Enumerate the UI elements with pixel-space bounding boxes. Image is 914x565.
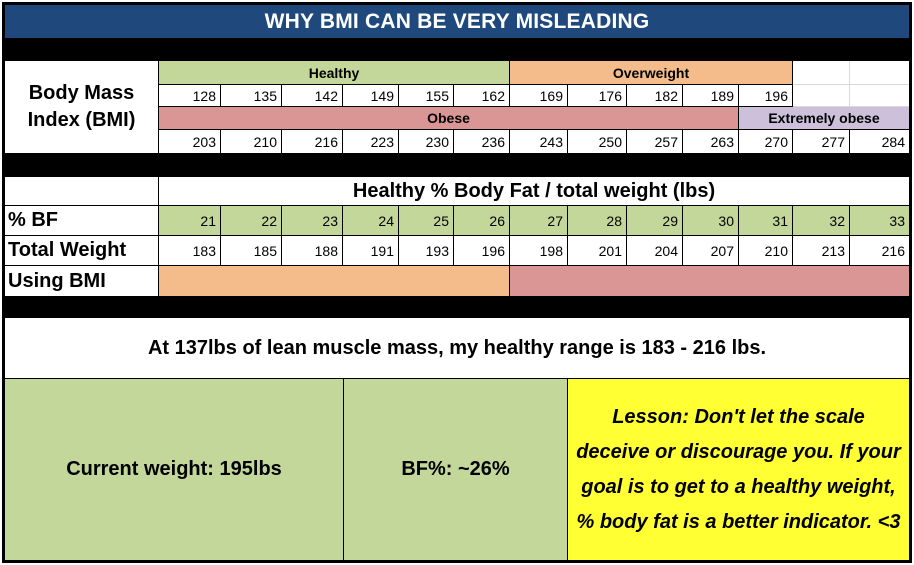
lesson-box: Lesson: Don't let the scale deceive or d… — [568, 379, 909, 560]
bf-section-header: Healthy % Body Fat / total weight (lbs) — [159, 177, 909, 206]
bf-percent-cell: 27 — [510, 206, 568, 236]
using-bmi-obese-bar — [510, 266, 909, 296]
bmi-weight-cell: 196 — [739, 85, 793, 107]
bmi-weight-cell: 277 — [793, 130, 850, 153]
bmi-weight-cell: 189 — [683, 85, 739, 107]
bmi-weight-cell: 135 — [221, 85, 282, 107]
empty-cell — [850, 61, 909, 85]
bmi-weight-cell: 263 — [683, 130, 739, 153]
bmi-label-line1: Body Mass — [28, 82, 135, 104]
bf-percent-box: BF%: ~26% — [344, 379, 568, 560]
current-weight-box: Current weight: 195lbs — [5, 379, 344, 560]
bf-percent-cell: 29 — [627, 206, 683, 236]
empty-cell — [793, 61, 850, 85]
bmi-label-line2: Index (BMI) — [27, 109, 136, 131]
bmi-category-overweight: Overweight — [510, 61, 793, 85]
weight-row-label: Total Weight — [5, 236, 159, 266]
divider-band — [5, 38, 909, 61]
bf-percent-cell: 30 — [683, 206, 739, 236]
summary-row: Current weight: 195lbs BF%: ~26% Lesson:… — [5, 379, 909, 560]
total-weight-cell: 188 — [282, 236, 343, 266]
bmi-weight-cell: 243 — [510, 130, 568, 153]
total-weight-cell: 210 — [739, 236, 793, 266]
total-weight-cell: 191 — [343, 236, 399, 266]
bf-percent-cell: 23 — [282, 206, 343, 236]
total-weight-cell: 183 — [159, 236, 221, 266]
total-weight-cell: 204 — [627, 236, 683, 266]
bf-row-label: % BF — [5, 206, 159, 236]
bmi-weight-cell: 203 — [159, 130, 221, 153]
bf-percent-cell: 28 — [568, 206, 627, 236]
total-weight-cell: 193 — [399, 236, 454, 266]
bmi-weight-cell: 176 — [568, 85, 627, 107]
bmi-weight-cell: 128 — [159, 85, 221, 107]
total-weight-cell: 207 — [683, 236, 739, 266]
divider-band — [5, 153, 909, 177]
bf-percent-cell: 32 — [793, 206, 850, 236]
current-weight-text: Current weight: 195lbs — [66, 458, 282, 480]
bmi-weight-cell: 223 — [343, 130, 399, 153]
divider-band — [5, 296, 909, 318]
bmi-weight-cell: 155 — [399, 85, 454, 107]
bmi-weight-cell: 149 — [343, 85, 399, 107]
bmi-weight-cell: 230 — [399, 130, 454, 153]
bf-percent-cell: 33 — [850, 206, 909, 236]
empty-cell — [850, 85, 909, 107]
total-weight-cell: 198 — [510, 236, 568, 266]
total-weight-cell: 213 — [793, 236, 850, 266]
bf-percent-cell: 26 — [454, 206, 510, 236]
bmi-weight-cell: 250 — [568, 130, 627, 153]
bmi-weight-cell: 284 — [850, 130, 909, 153]
bf-percent-cell: 25 — [399, 206, 454, 236]
bf-header-spacer — [5, 177, 159, 206]
lesson-text: Lesson: Don't let the scale deceive or d… — [576, 405, 901, 533]
bmi-label: Body Mass Index (BMI) — [5, 61, 159, 153]
bmi-weight-cell: 216 — [282, 130, 343, 153]
bmi-weight-cell: 142 — [282, 85, 343, 107]
empty-cell — [793, 85, 850, 107]
bmi-weight-cell: 182 — [627, 85, 683, 107]
bmi-weight-cell: 257 — [627, 130, 683, 153]
bf-percent-cell: 31 — [739, 206, 793, 236]
bmi-category-obese: Obese — [159, 107, 739, 130]
healthy-range-statement: At 137lbs of lean muscle mass, my health… — [5, 318, 909, 379]
using-bmi-overweight-bar — [159, 266, 510, 296]
total-weight-cell: 196 — [454, 236, 510, 266]
bf-percent-cell: 21 — [159, 206, 221, 236]
bmi-weight-cell: 270 — [739, 130, 793, 153]
total-weight-cell: 216 — [850, 236, 909, 266]
bmi-weight-cell: 169 — [510, 85, 568, 107]
using-bmi-row-label: Using BMI — [5, 266, 159, 296]
page-title: WHY BMI CAN BE VERY MISLEADING — [5, 5, 909, 38]
bmi-weight-cell: 236 — [454, 130, 510, 153]
bmi-weight-cell: 162 — [454, 85, 510, 107]
bf-percent-cell: 24 — [343, 206, 399, 236]
total-weight-cell: 185 — [221, 236, 282, 266]
bf-percent-text: BF%: ~26% — [401, 458, 510, 480]
bmi-weight-cell: 210 — [221, 130, 282, 153]
bmi-category-extremely-obese: Extremely obese — [739, 107, 909, 130]
bf-percent-cell: 22 — [221, 206, 282, 236]
bmi-category-healthy: Healthy — [159, 61, 510, 85]
total-weight-cell: 201 — [568, 236, 627, 266]
